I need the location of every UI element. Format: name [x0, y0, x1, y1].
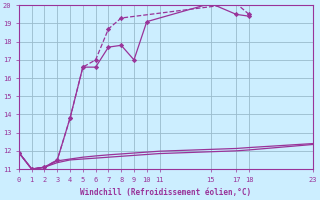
X-axis label: Windchill (Refroidissement éolien,°C): Windchill (Refroidissement éolien,°C)	[80, 188, 252, 197]
